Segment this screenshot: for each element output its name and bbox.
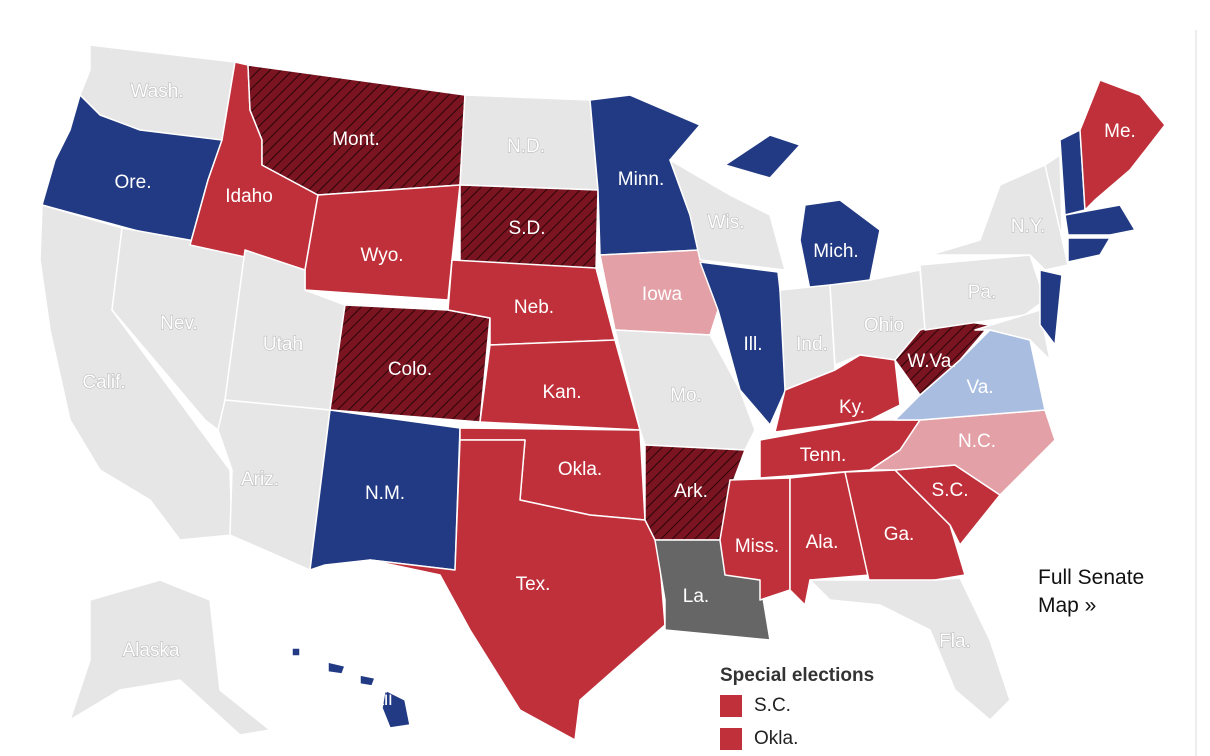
state	[614, 329, 756, 451]
state-label: Nev.	[160, 313, 198, 334]
state-label: N.D.	[507, 136, 545, 157]
state	[1064, 204, 1136, 236]
legend-swatch	[720, 695, 742, 717]
state-label: W.Va.	[907, 351, 956, 372]
state-label: S.D.	[509, 218, 546, 239]
legend-label: S.C.	[754, 695, 791, 716]
state-label: Colo.	[388, 359, 432, 380]
state-label: N.Y.	[1011, 216, 1046, 237]
state-label: Hawaii	[335, 689, 392, 710]
state	[869, 409, 1056, 496]
legend: S.C. Okla.	[720, 695, 798, 750]
state-label: N.M.	[365, 483, 405, 504]
state	[974, 309, 1051, 361]
state-label: Ore.	[115, 172, 152, 193]
legend-swatch	[720, 728, 742, 750]
full-map-link[interactable]: Full Senate Map »	[1038, 566, 1144, 617]
state-label: Utah	[263, 334, 303, 355]
state-label: Ohio	[864, 315, 904, 336]
state	[359, 674, 376, 687]
state-label: Ark.	[674, 481, 708, 502]
state	[809, 577, 1011, 721]
state	[1067, 237, 1111, 263]
state-labels: Wash. Ore. Calif. Nev. Idaho Mont. Wyo. Utah Ari…	[82, 80, 1136, 710]
state-label: Wis.	[708, 212, 745, 233]
state-label: Miss.	[735, 536, 779, 557]
state-label: Kan.	[542, 382, 581, 403]
state-label: S.C.	[932, 480, 969, 501]
state-label: Pa.	[968, 282, 997, 303]
legend-title: Special elections	[720, 665, 874, 686]
state-label: Ariz.	[241, 469, 279, 490]
state	[774, 354, 901, 433]
state-label: Mich.	[813, 241, 858, 262]
state	[327, 661, 346, 675]
state-label: Wyo.	[360, 245, 403, 266]
state-label: Ala.	[806, 532, 839, 553]
states	[39, 44, 1166, 741]
state-label: Tenn.	[800, 445, 846, 466]
state	[699, 261, 791, 426]
state-label: Idaho	[225, 186, 273, 207]
state	[304, 184, 461, 301]
state	[669, 159, 786, 271]
state	[929, 164, 1069, 271]
state	[291, 647, 301, 657]
state-label: Mont.	[332, 129, 380, 150]
state-label: Calif.	[82, 372, 125, 393]
state-label: Tex.	[516, 574, 551, 595]
state-label: Va.	[966, 377, 993, 398]
state-label: Minn.	[618, 169, 664, 190]
state-label: Iowa	[642, 284, 683, 305]
state-label: Alaska	[122, 640, 179, 661]
state	[69, 579, 271, 736]
state-label: Neb.	[514, 297, 554, 318]
state	[1039, 269, 1063, 346]
state-label: Fla.	[939, 631, 971, 652]
state-label: Ill.	[744, 334, 763, 355]
state	[1079, 79, 1166, 211]
state-label: Ky.	[839, 397, 865, 418]
state	[599, 249, 719, 336]
state-label: Mo.	[670, 385, 702, 406]
state	[329, 304, 491, 423]
state	[1044, 154, 1063, 231]
state	[369, 439, 666, 741]
state-label: Me.	[1104, 121, 1136, 142]
state-label: Okla.	[558, 459, 602, 480]
state	[919, 254, 1046, 331]
state-label: Ind.	[796, 334, 828, 355]
legend-label: Okla.	[754, 728, 798, 749]
state	[381, 689, 411, 729]
state-label: Ga.	[884, 524, 915, 545]
state-label: Wash.	[130, 81, 183, 102]
state	[724, 134, 801, 179]
state-label: N.C.	[958, 431, 996, 452]
state-label: La.	[683, 586, 709, 607]
